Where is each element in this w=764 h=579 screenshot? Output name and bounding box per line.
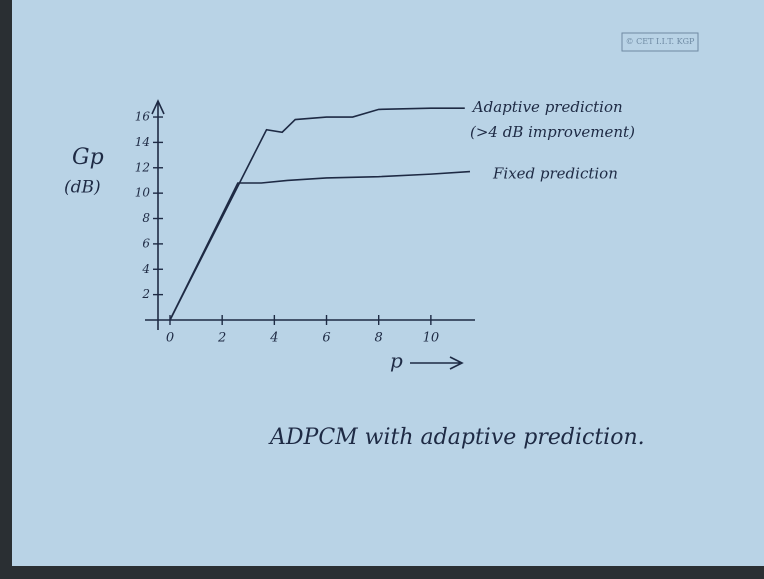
y-tick-label: 8 xyxy=(142,211,150,225)
page: © CET I.I.T. KGP Gp (dB) p (>4 dB improv… xyxy=(0,0,764,579)
series-label: Fixed prediction xyxy=(492,165,618,183)
y-tick-label: 12 xyxy=(135,160,150,174)
series-label: Adaptive prediction xyxy=(471,98,623,116)
y-label: Gp xyxy=(72,145,104,170)
x-tick-label: 6 xyxy=(322,331,330,346)
x-label: p xyxy=(390,349,403,373)
y-tick-label: 2 xyxy=(141,287,150,301)
y-tick-label: 6 xyxy=(142,236,150,250)
slide xyxy=(12,0,764,566)
y-unit: (dB) xyxy=(64,178,101,198)
y-tick-label: 16 xyxy=(135,110,151,124)
chart: © CET I.I.T. KGP Gp (dB) p (>4 dB improv… xyxy=(0,0,764,579)
caption: ADPCM with adaptive prediction. xyxy=(268,425,645,450)
annotation: (>4 dB improvement) xyxy=(470,123,635,141)
x-tick-label: 0 xyxy=(166,331,174,346)
x-tick-label: 2 xyxy=(217,331,226,346)
watermark: © CET I.I.T. KGP xyxy=(626,37,695,46)
x-tick-label: 4 xyxy=(269,331,278,346)
y-tick-label: 14 xyxy=(135,135,150,149)
y-tick-label: 4 xyxy=(141,262,150,276)
x-tick-label: 10 xyxy=(423,331,440,346)
x-tick-label: 8 xyxy=(375,331,383,346)
y-tick-label: 10 xyxy=(135,186,151,200)
